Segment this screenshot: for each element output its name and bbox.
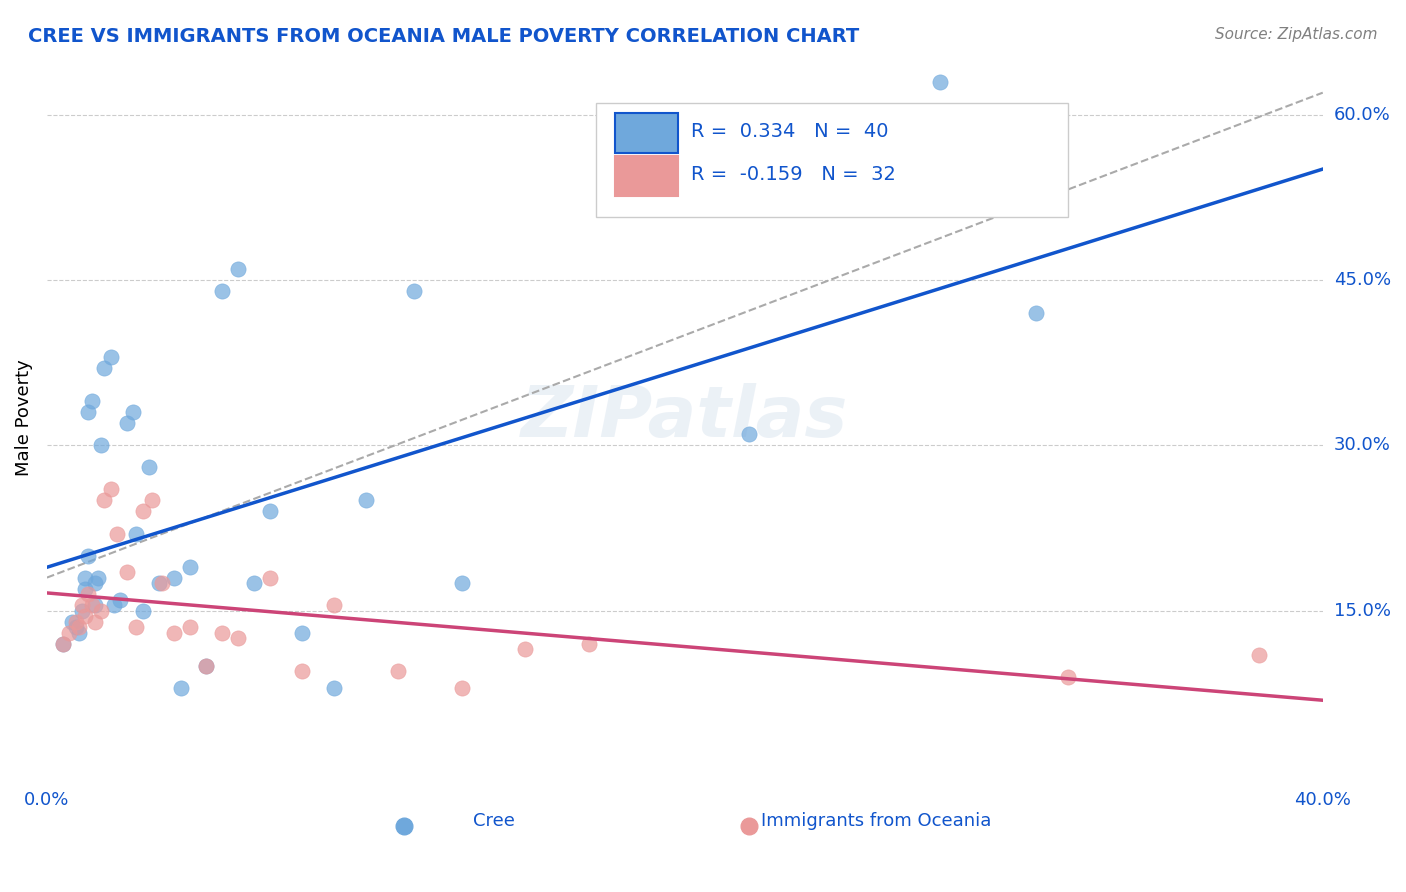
Point: [70, 604, 93, 618]
Point: [141, 493, 163, 508]
Point: [52, 637, 75, 651]
Point: [1056, 670, 1078, 684]
Text: 30.0%: 30.0%: [1334, 436, 1391, 454]
Point: [179, 620, 201, 634]
Point: [125, 620, 148, 634]
Point: [80, 394, 103, 409]
Text: R =  0.334   N =  40: R = 0.334 N = 40: [692, 121, 889, 141]
FancyBboxPatch shape: [596, 103, 1067, 218]
Point: [1247, 648, 1270, 662]
Point: [226, 262, 249, 277]
Point: [450, 681, 472, 695]
Point: [105, 526, 128, 541]
Point: [1025, 306, 1047, 320]
Point: [179, 559, 201, 574]
Point: [387, 665, 409, 679]
Text: 0.0%: 0.0%: [24, 790, 69, 809]
Point: [77, 405, 100, 419]
Point: [323, 598, 346, 612]
Point: [170, 681, 193, 695]
Point: [195, 658, 218, 673]
Point: [90, 438, 112, 452]
Point: [67, 620, 90, 634]
Point: [100, 483, 122, 497]
Point: [291, 625, 314, 640]
Text: Immigrants from Oceania: Immigrants from Oceania: [761, 812, 991, 830]
Point: [402, 284, 425, 298]
Point: [103, 598, 125, 612]
Point: [131, 504, 153, 518]
Point: [77, 549, 100, 563]
Point: [211, 625, 233, 640]
Y-axis label: Male Poverty: Male Poverty: [15, 359, 32, 476]
Point: [93, 493, 115, 508]
Point: [83, 576, 105, 591]
Point: [211, 284, 233, 298]
Point: [60, 615, 83, 629]
Point: [93, 361, 115, 376]
Point: [67, 625, 90, 640]
Point: [354, 493, 377, 508]
Point: [65, 620, 87, 634]
Point: [226, 631, 249, 645]
Point: [83, 598, 105, 612]
Text: 40.0%: 40.0%: [1295, 790, 1351, 809]
Point: [75, 609, 97, 624]
Point: [65, 615, 87, 629]
Point: [148, 576, 170, 591]
Text: 60.0%: 60.0%: [1334, 106, 1391, 124]
Point: [77, 587, 100, 601]
Point: [929, 75, 952, 89]
Point: [75, 582, 97, 596]
Point: [515, 642, 537, 657]
Point: [115, 565, 138, 579]
Point: [90, 604, 112, 618]
Point: [100, 350, 122, 364]
Text: CREE VS IMMIGRANTS FROM OCEANIA MALE POVERTY CORRELATION CHART: CREE VS IMMIGRANTS FROM OCEANIA MALE POV…: [28, 27, 859, 45]
FancyBboxPatch shape: [614, 156, 679, 195]
Text: 45.0%: 45.0%: [1334, 271, 1391, 289]
Point: [138, 460, 160, 475]
Point: [150, 576, 173, 591]
Text: Cree: Cree: [472, 812, 515, 830]
Point: [737, 427, 759, 442]
Text: R =  -0.159   N =  32: R = -0.159 N = 32: [692, 165, 896, 184]
Point: [83, 615, 105, 629]
Point: [110, 592, 132, 607]
Point: [291, 665, 314, 679]
Point: [58, 625, 80, 640]
Point: [259, 504, 281, 518]
Point: [243, 576, 266, 591]
Point: [450, 576, 472, 591]
Point: [131, 604, 153, 618]
Text: Source: ZipAtlas.com: Source: ZipAtlas.com: [1215, 27, 1378, 42]
Point: [115, 417, 138, 431]
Point: [125, 526, 148, 541]
FancyBboxPatch shape: [614, 113, 679, 153]
Point: [163, 625, 186, 640]
Point: [70, 598, 93, 612]
Text: 15.0%: 15.0%: [1334, 602, 1391, 620]
Point: [323, 681, 346, 695]
Point: [195, 658, 218, 673]
Point: [87, 571, 110, 585]
Point: [52, 637, 75, 651]
Point: [163, 571, 186, 585]
Point: [578, 637, 600, 651]
Point: [259, 571, 281, 585]
Text: ZIPatlas: ZIPatlas: [522, 384, 848, 452]
Point: [80, 598, 103, 612]
Point: [122, 405, 145, 419]
Point: [75, 571, 97, 585]
